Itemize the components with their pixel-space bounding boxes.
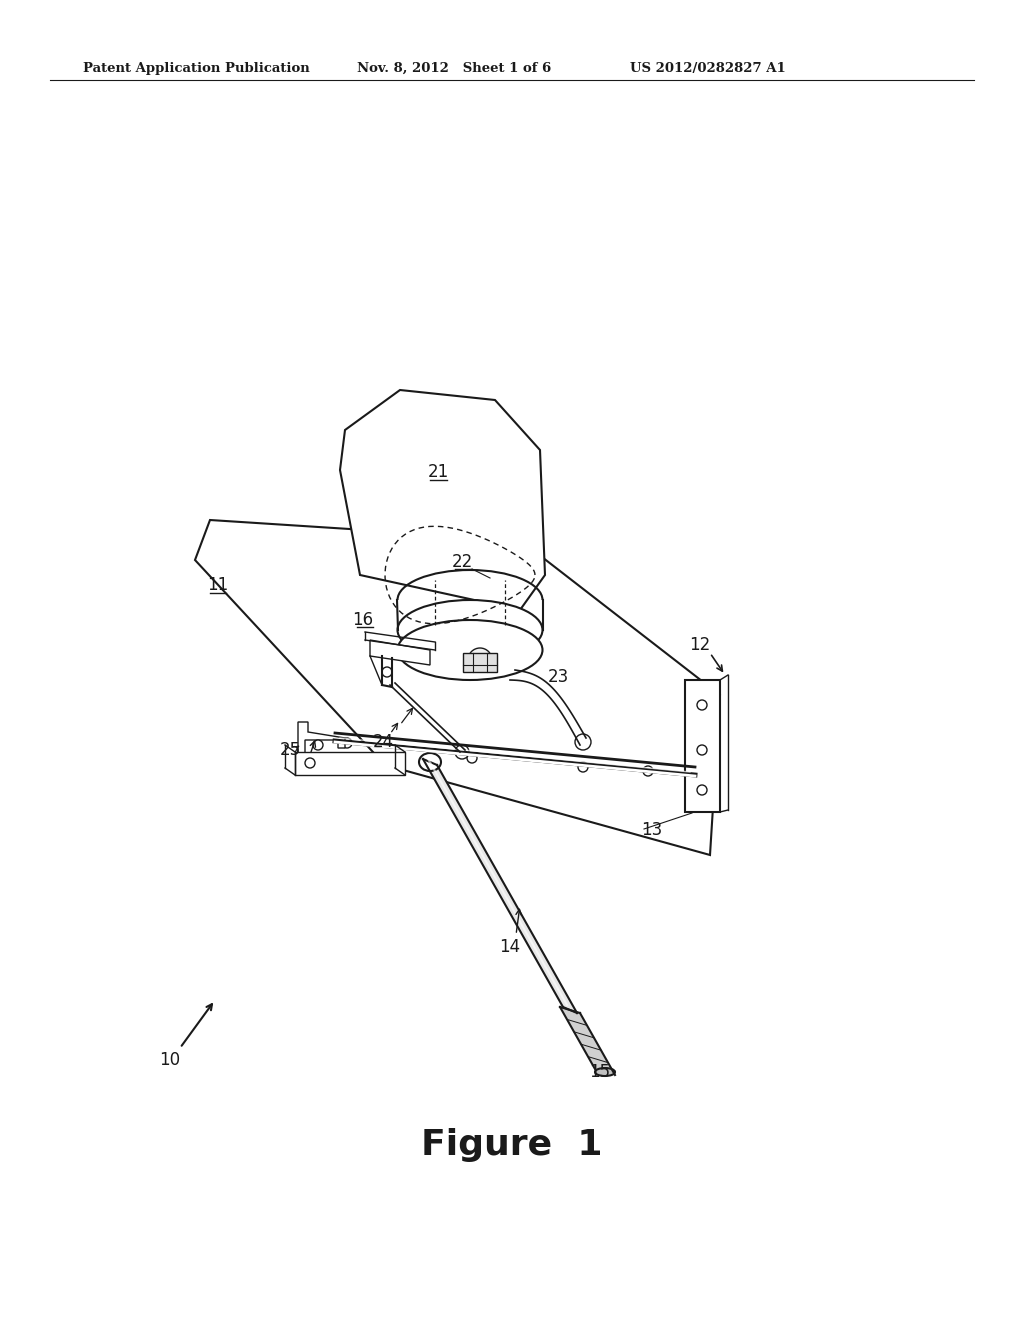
Circle shape bbox=[697, 785, 707, 795]
Text: 14: 14 bbox=[500, 939, 520, 956]
Text: US 2012/0282827 A1: US 2012/0282827 A1 bbox=[630, 62, 785, 75]
Text: 21: 21 bbox=[427, 463, 449, 480]
Text: 23: 23 bbox=[548, 668, 568, 686]
Polygon shape bbox=[685, 680, 720, 812]
Polygon shape bbox=[463, 653, 497, 672]
Ellipse shape bbox=[419, 752, 441, 771]
Text: 15: 15 bbox=[590, 1063, 610, 1081]
Text: 16: 16 bbox=[352, 611, 374, 630]
Circle shape bbox=[342, 738, 352, 748]
Circle shape bbox=[313, 741, 323, 750]
Circle shape bbox=[455, 744, 469, 759]
Ellipse shape bbox=[595, 1068, 615, 1076]
Circle shape bbox=[697, 700, 707, 710]
Circle shape bbox=[382, 667, 392, 677]
Text: 24: 24 bbox=[373, 733, 393, 751]
Circle shape bbox=[575, 734, 591, 750]
Text: 22: 22 bbox=[452, 553, 473, 572]
Text: Nov. 8, 2012   Sheet 1 of 6: Nov. 8, 2012 Sheet 1 of 6 bbox=[357, 62, 551, 75]
Polygon shape bbox=[370, 640, 430, 665]
Circle shape bbox=[685, 770, 695, 779]
Ellipse shape bbox=[397, 601, 543, 660]
Polygon shape bbox=[423, 759, 577, 1012]
Circle shape bbox=[475, 655, 485, 665]
Text: Patent Application Publication: Patent Application Publication bbox=[83, 62, 309, 75]
Text: 10: 10 bbox=[160, 1051, 180, 1069]
Text: Figure  1: Figure 1 bbox=[421, 1129, 603, 1162]
Text: 13: 13 bbox=[641, 821, 663, 840]
Circle shape bbox=[468, 648, 492, 672]
Polygon shape bbox=[195, 520, 720, 855]
Circle shape bbox=[697, 744, 707, 755]
Text: 11: 11 bbox=[208, 576, 228, 594]
Polygon shape bbox=[298, 722, 345, 772]
Text: 25: 25 bbox=[280, 741, 301, 759]
Polygon shape bbox=[560, 1007, 615, 1074]
Polygon shape bbox=[340, 389, 545, 610]
Circle shape bbox=[578, 762, 588, 772]
Ellipse shape bbox=[397, 620, 543, 680]
Circle shape bbox=[467, 752, 477, 763]
Text: 12: 12 bbox=[689, 636, 711, 653]
Circle shape bbox=[305, 758, 315, 768]
Circle shape bbox=[643, 766, 653, 776]
Polygon shape bbox=[295, 752, 406, 775]
